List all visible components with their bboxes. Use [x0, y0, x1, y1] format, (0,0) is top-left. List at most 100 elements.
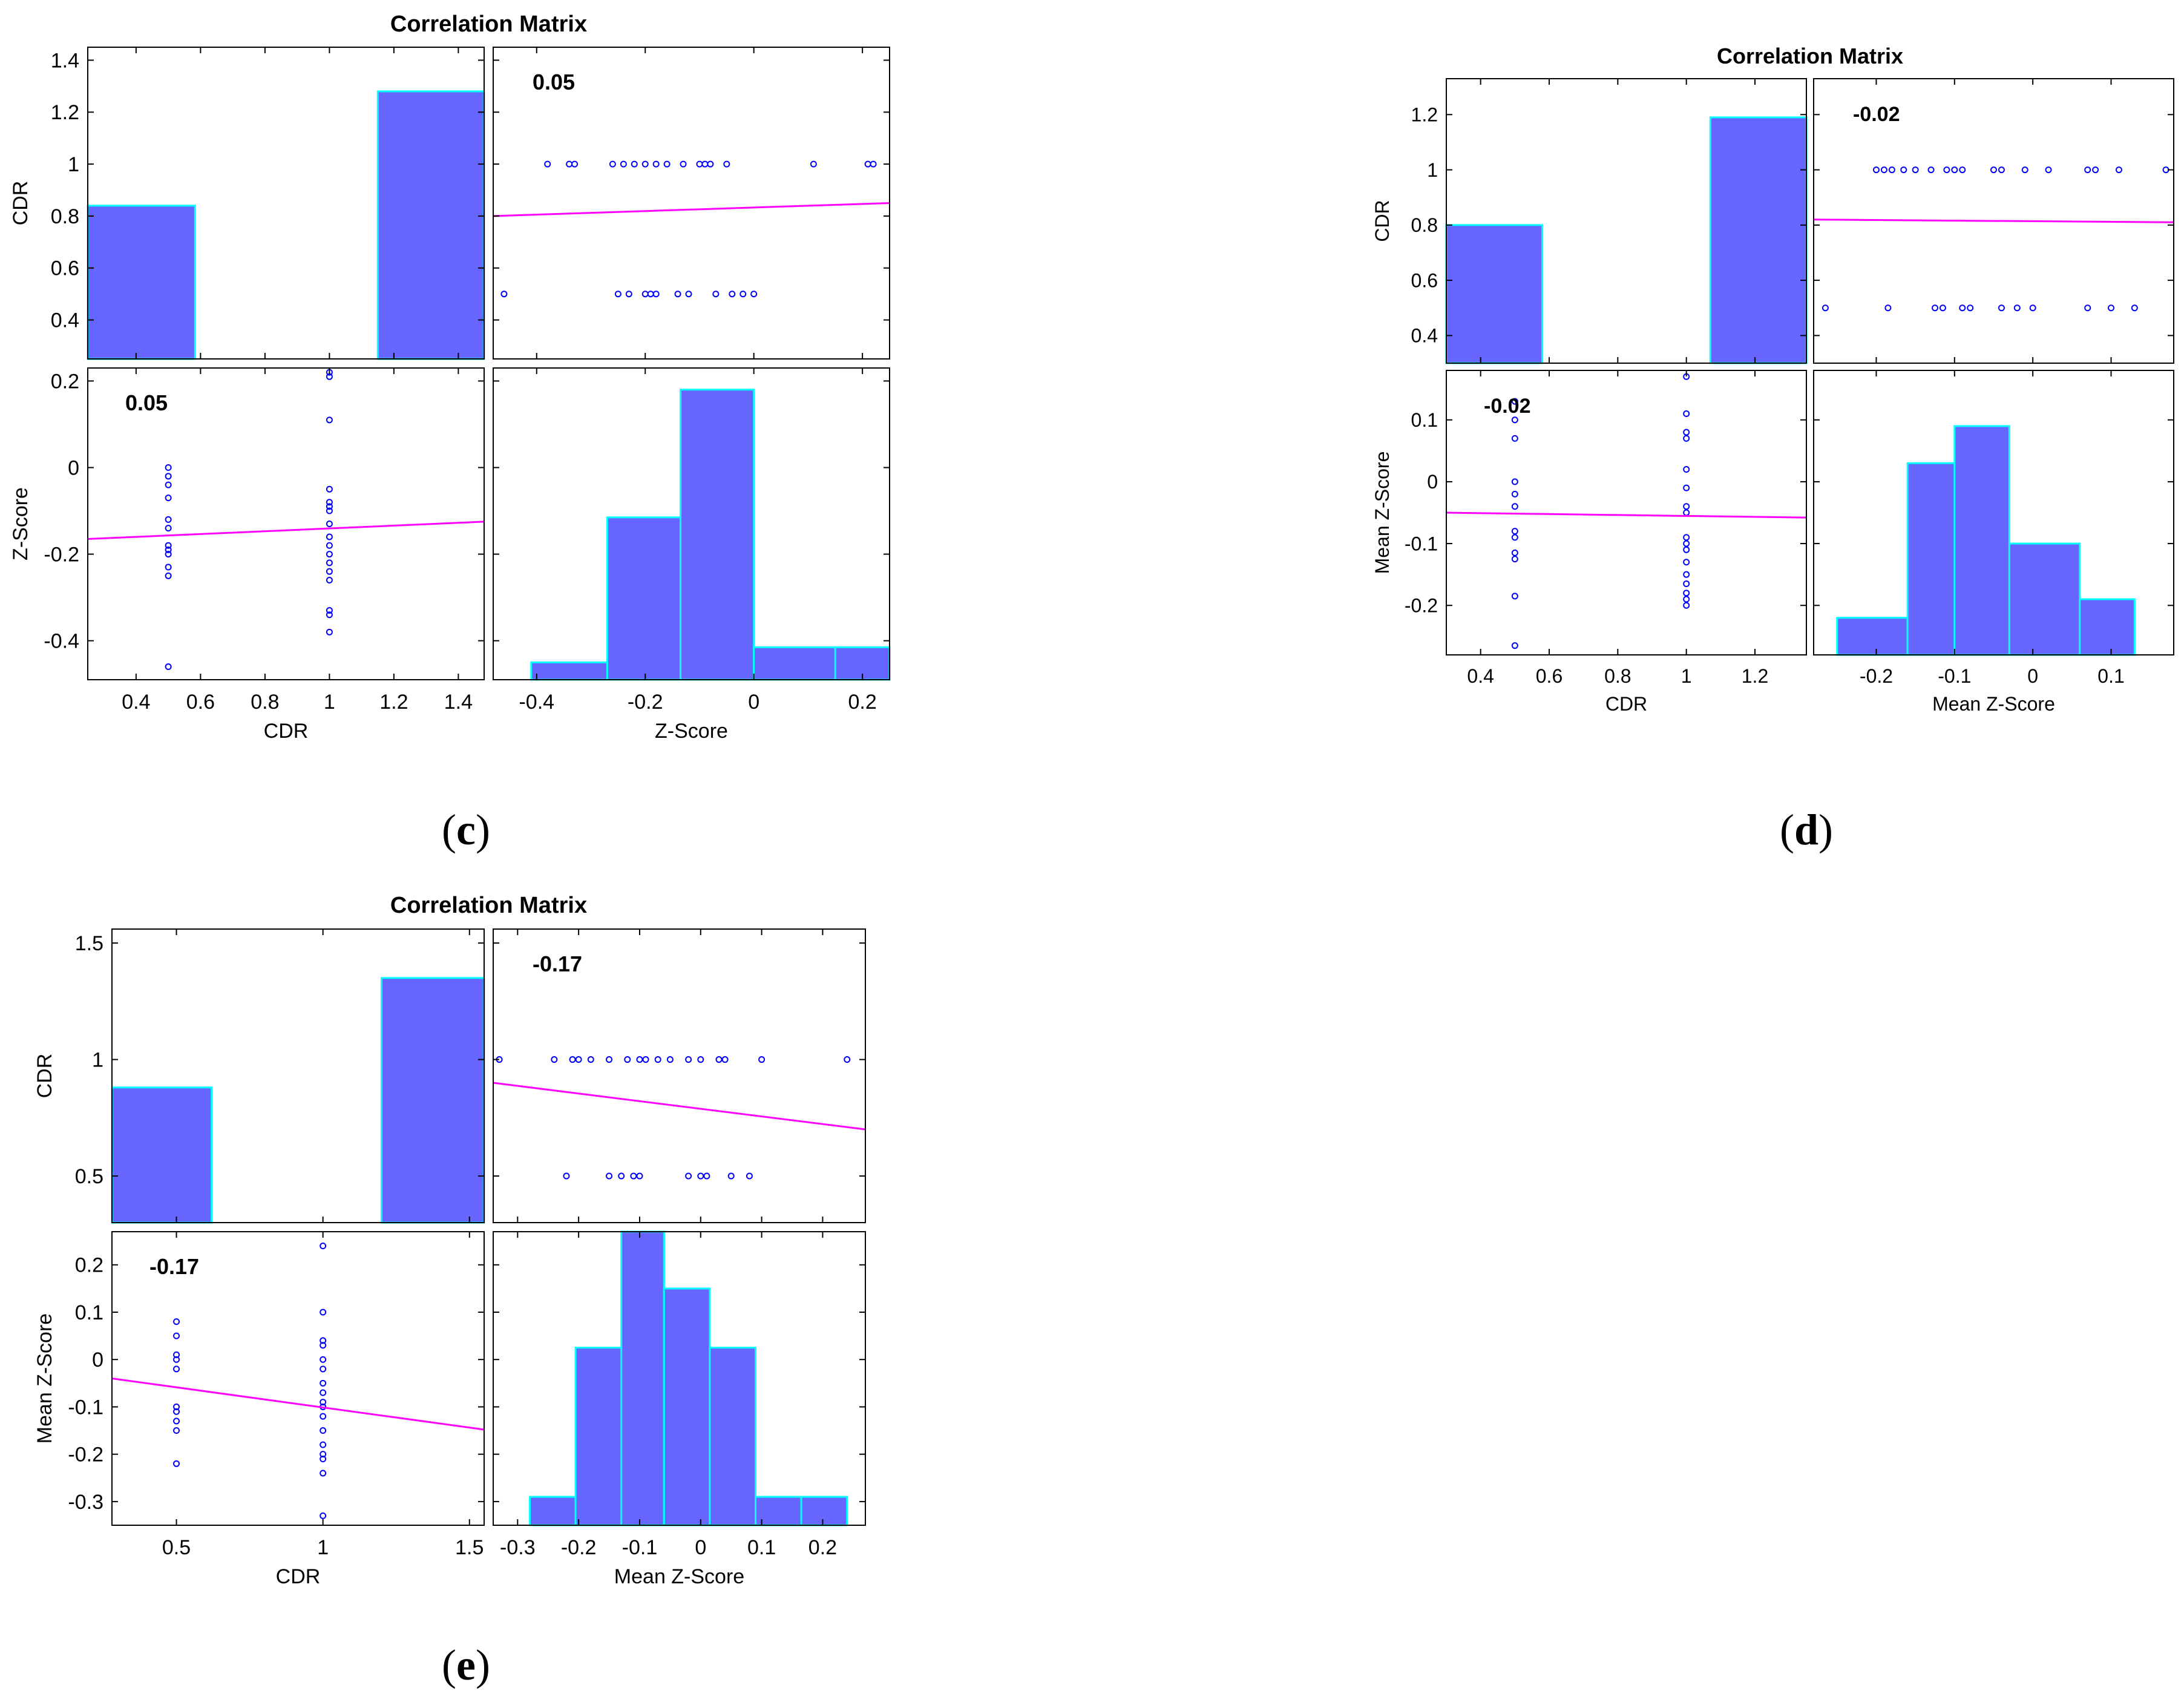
correlation-label: -0.17	[533, 951, 582, 976]
scatter-point	[1683, 596, 1690, 603]
chart-title: Correlation Matrix	[1717, 44, 1903, 68]
x-tick-label: 0	[695, 1536, 706, 1559]
x-tick-label: 0.2	[848, 691, 877, 714]
scatter-point	[721, 1056, 729, 1063]
scatter-point	[173, 1356, 180, 1363]
scatter-point	[2092, 166, 2099, 174]
y-tick-label: 0	[68, 456, 79, 479]
scatter-point	[320, 1399, 327, 1406]
scatter-point	[680, 160, 687, 168]
x-tick-label: 0.4	[122, 691, 150, 714]
y-axis-label: Z-Score	[9, 487, 32, 560]
scatter-point	[1959, 304, 1966, 312]
x-axis-label: CDR	[276, 1565, 321, 1588]
scatter-point	[326, 542, 333, 549]
scatter-point	[326, 551, 333, 558]
cdr-hist-bar	[376, 90, 485, 360]
scatter-point	[609, 160, 616, 168]
scatter-point	[647, 291, 654, 298]
scatter-point	[1900, 166, 1907, 174]
y-tick-label: 0.6	[51, 257, 79, 280]
scatter-point	[2115, 166, 2122, 174]
scatter-point	[2131, 304, 2138, 312]
cdr-hist-bar	[381, 977, 485, 1224]
z-hist-bar	[663, 1287, 711, 1526]
fit-line	[1813, 218, 2174, 223]
scatter-point	[1683, 580, 1690, 587]
x-tick-label: -0.1	[1938, 665, 1971, 687]
scatter-point	[652, 291, 660, 298]
y-axis-label: CDR	[9, 181, 32, 226]
y-tick-label: 1	[68, 153, 79, 176]
scatter-point	[1822, 304, 1829, 312]
scatter-point	[1683, 546, 1690, 553]
z-hist-bar	[620, 1230, 665, 1526]
scatter-point	[1959, 166, 1966, 174]
scatter-point	[666, 1056, 674, 1063]
scatter-point	[165, 464, 172, 471]
correlation-matrix-e: Correlation Matrix -0.17 -0.17 0.5 1 1.5 CDR -0…	[18, 884, 877, 1610]
y-axis-label: CDR	[1371, 200, 1393, 241]
scatter-point	[727, 1172, 735, 1180]
scatter-point	[165, 481, 172, 488]
x-tick-label: 1.2	[1742, 665, 1768, 687]
correlation-label: 0.05	[533, 70, 575, 94]
scatter-point	[723, 160, 730, 168]
scatter-point	[320, 1451, 327, 1458]
y-tick-label: 0	[92, 1349, 103, 1372]
y-tick-label: -0.2	[44, 543, 79, 566]
scatter-point	[810, 160, 817, 168]
y-tick-label: 0.2	[75, 1254, 103, 1277]
z-hist-bar	[755, 1496, 802, 1526]
scatter-point	[326, 607, 333, 614]
scatter-point	[641, 291, 649, 298]
scatter-point	[618, 1172, 625, 1180]
scatter-point	[685, 1172, 692, 1180]
scatter-point	[641, 160, 649, 168]
z-hist-bar	[800, 1496, 848, 1526]
y-tick-label: 1.5	[75, 932, 103, 955]
correlation-label: 0.05	[125, 390, 168, 415]
y-tick-label: 0	[1427, 471, 1438, 493]
scatter-point	[165, 516, 172, 523]
fit-line	[493, 202, 890, 217]
x-tick-label: 1	[324, 691, 335, 714]
scatter-point	[587, 1056, 594, 1063]
z-hist-bar	[753, 646, 836, 681]
y-tick-label: -0.2	[1405, 594, 1438, 616]
scatter-point	[614, 291, 621, 298]
scatter-point	[1912, 166, 1919, 174]
scatter-point	[636, 1056, 643, 1063]
x-axis-label: CDR	[264, 720, 309, 743]
x-tick-label: 0.8	[251, 691, 279, 714]
scatter-point	[1683, 465, 1690, 473]
scatter-point	[1683, 540, 1690, 547]
cdr-hist-bar	[1445, 224, 1544, 364]
scatter-point	[712, 291, 720, 298]
scatter-point	[571, 160, 579, 168]
scatter-point	[173, 1427, 180, 1434]
scatter-point	[870, 160, 877, 168]
scatter-point	[685, 1056, 692, 1063]
scatter-point	[326, 521, 333, 527]
x-tick-label: 0.5	[162, 1536, 191, 1559]
scatter-point	[1511, 478, 1518, 485]
scatter-point	[1931, 304, 1938, 312]
scatter-point	[1511, 534, 1518, 541]
scatter-point	[563, 1172, 570, 1180]
scatter-point	[696, 160, 703, 168]
chart-title: Correlation Matrix	[390, 11, 587, 37]
scatter-point	[173, 1332, 180, 1339]
scatter-point	[173, 1318, 180, 1326]
fit-line	[87, 521, 485, 540]
scatter-point	[1951, 166, 1958, 174]
cdr-hist-bar	[111, 1086, 213, 1224]
scatter-point	[697, 1172, 704, 1180]
scatter-point	[165, 546, 172, 553]
scatter-point	[750, 291, 758, 298]
x-tick-label: 0.1	[2097, 665, 2124, 687]
z-hist-bar	[2008, 542, 2081, 656]
y-tick-label: 0.8	[51, 205, 79, 228]
scatter-point	[2045, 166, 2052, 174]
scatter-point	[729, 291, 736, 298]
